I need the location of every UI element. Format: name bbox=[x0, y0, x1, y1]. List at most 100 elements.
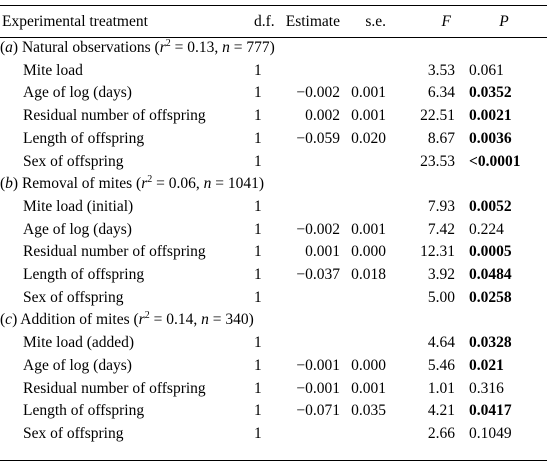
cell-df: 1 bbox=[254, 334, 262, 352]
cell-estimate: −0.001 bbox=[296, 356, 340, 374]
cell-df: 1 bbox=[254, 61, 262, 79]
cell-f: 23.53 bbox=[420, 152, 455, 170]
cell-p: 0.316 bbox=[469, 379, 504, 397]
cell-f: 3.92 bbox=[427, 266, 455, 284]
cell-f: 2.66 bbox=[427, 424, 455, 442]
table-row: Sex of offspring 1 5.00 0.0258 bbox=[0, 287, 547, 310]
section-name: Addition of mites ( bbox=[17, 311, 139, 329]
results-table: Experimental treatment d.f. Estimate s.e… bbox=[0, 6, 547, 446]
header-estimate: Estimate bbox=[285, 13, 340, 30]
section-name: Natural observations ( bbox=[18, 39, 160, 56]
table-row: Age of log (days) 1 −0.002 0.001 7.42 0.224 bbox=[0, 219, 547, 242]
header-se: s.e. bbox=[365, 13, 386, 30]
cell-f: 5.00 bbox=[427, 288, 455, 306]
cell-f: 7.93 bbox=[427, 197, 455, 215]
cell-p: 0.0328 bbox=[469, 334, 512, 352]
cell-p: 0.0036 bbox=[469, 129, 512, 147]
cell-se: 0.001 bbox=[351, 84, 386, 102]
cell-df: 1 bbox=[254, 356, 262, 374]
cell-estimate: −0.002 bbox=[296, 84, 340, 102]
table-row: Length of offspring 1 −0.071 0.035 4.21 0.041… bbox=[0, 400, 547, 423]
cell-p: 0.224 bbox=[469, 220, 504, 238]
table-row: Age of log (days) 1 −0.002 0.001 6.34 0.0352 bbox=[0, 82, 547, 105]
cell-df: 1 bbox=[254, 288, 262, 306]
table-row: Sex of offspring 1 2.66 0.1049 bbox=[0, 423, 547, 446]
section-title: (b) Removal of mites (r2 = 0.06, n = 104… bbox=[0, 174, 265, 193]
section-header-row: (b) Removal of mites (r2 = 0.06, n = 104… bbox=[0, 173, 547, 196]
cell-se: 0.001 bbox=[351, 107, 386, 125]
cell-se bbox=[340, 332, 386, 355]
header-p: P bbox=[499, 13, 509, 30]
cell-variable: Sex of offspring bbox=[23, 152, 124, 170]
cell-se bbox=[340, 151, 386, 174]
cell-p: 0.0484 bbox=[469, 266, 512, 284]
section-name: Removal of mites ( bbox=[18, 175, 142, 193]
cell-p: 0.0021 bbox=[469, 107, 512, 125]
table-row: Mite load 1 3.53 0.061 bbox=[0, 60, 547, 83]
cell-se bbox=[340, 423, 386, 446]
cell-variable: Residual number of offspring bbox=[23, 379, 206, 397]
table-row: Residual number of offspring 1 −0.001 0.001… bbox=[0, 378, 547, 401]
header-treatment: Experimental treatment bbox=[2, 13, 148, 30]
cell-f: 12.31 bbox=[420, 243, 455, 261]
cell-f: 3.53 bbox=[427, 61, 455, 79]
cell-df: 1 bbox=[254, 243, 262, 261]
section-letter: a bbox=[5, 39, 13, 56]
section-n: 1041 bbox=[227, 175, 259, 193]
cell-f: 8.67 bbox=[427, 129, 455, 147]
header-row: Experimental treatment d.f. Estimate s.e… bbox=[0, 6, 547, 37]
cell-variable: Residual number of offspring bbox=[23, 107, 206, 125]
section-r2: 0.13 bbox=[187, 39, 215, 56]
table-row: Sex of offspring 1 23.53 <0.0001 bbox=[0, 151, 547, 174]
cell-f: 7.42 bbox=[427, 220, 455, 238]
cell-variable: Age of log (days) bbox=[23, 220, 132, 238]
table-row: Mite load (added) 1 4.64 0.0328 bbox=[0, 332, 547, 355]
cell-df: 1 bbox=[254, 129, 262, 147]
cell-se: 0.001 bbox=[351, 379, 386, 397]
section-letter: c bbox=[5, 311, 13, 329]
section-title: (a) Natural observations (r2 = 0.13, n =… bbox=[0, 38, 275, 57]
cell-estimate bbox=[278, 287, 340, 310]
cell-estimate: 0.002 bbox=[305, 107, 340, 125]
cell-se bbox=[340, 287, 386, 310]
cell-variable: Mite load (added) bbox=[23, 334, 135, 352]
cell-estimate: −0.059 bbox=[296, 129, 340, 147]
cell-variable: Length of offspring bbox=[23, 266, 145, 284]
table-bottom-rule bbox=[0, 460, 547, 461]
section-n: 340 bbox=[225, 311, 249, 329]
cell-variable: Length of offspring bbox=[23, 129, 145, 147]
cell-variable: Mite load (initial) bbox=[23, 197, 134, 215]
cell-p: 0.1049 bbox=[469, 424, 512, 442]
cell-p: 0.0417 bbox=[469, 402, 512, 420]
section-title: (c) Addition of mites (r2 = 0.14, n = 34… bbox=[0, 310, 254, 329]
cell-df: 1 bbox=[254, 220, 262, 238]
cell-variable: Age of log (days) bbox=[23, 84, 132, 102]
cell-f: 1.01 bbox=[427, 379, 455, 397]
table-row: Length of offspring 1 −0.059 0.020 8.67 0.003… bbox=[0, 128, 547, 151]
cell-variable: Sex of offspring bbox=[23, 424, 124, 442]
cell-df: 1 bbox=[254, 424, 262, 442]
cell-f: 6.34 bbox=[427, 84, 455, 102]
header-f: F bbox=[441, 13, 451, 30]
cell-se: 0.001 bbox=[351, 220, 386, 238]
table-row: Age of log (days) 1 −0.001 0.000 5.46 0.021 bbox=[0, 355, 547, 378]
cell-p: 0.061 bbox=[469, 61, 504, 79]
cell-df: 1 bbox=[254, 402, 262, 420]
cell-df: 1 bbox=[254, 197, 262, 215]
cell-variable: Sex of offspring bbox=[23, 288, 124, 306]
section-r2: 0.14 bbox=[166, 311, 194, 329]
section-n: 777 bbox=[246, 39, 270, 56]
cell-variable: Length of offspring bbox=[23, 402, 145, 420]
cell-df: 1 bbox=[254, 152, 262, 170]
cell-p: 0.0052 bbox=[469, 197, 512, 215]
cell-estimate bbox=[278, 60, 340, 83]
cell-f: 4.64 bbox=[427, 334, 455, 352]
cell-estimate: −0.037 bbox=[296, 266, 340, 284]
cell-p: 0.0005 bbox=[469, 243, 512, 261]
cell-variable: Age of log (days) bbox=[23, 356, 132, 374]
section-r2: 0.06 bbox=[168, 175, 196, 193]
cell-se: 0.020 bbox=[351, 129, 386, 147]
cell-estimate bbox=[278, 332, 340, 355]
table-top-rule bbox=[0, 5, 547, 6]
cell-p: 0.0258 bbox=[469, 288, 512, 306]
